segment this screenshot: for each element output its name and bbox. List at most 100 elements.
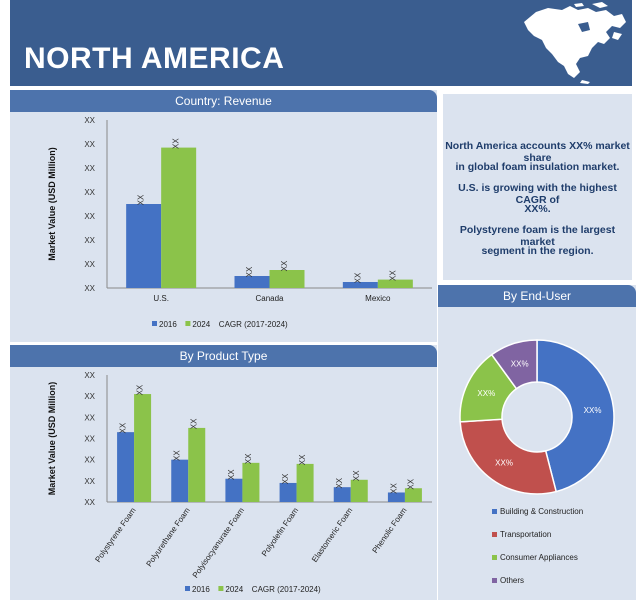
x-tick-label: Mexico	[365, 294, 391, 303]
y-tick-label: XX	[84, 456, 95, 465]
y-tick-label: XX	[84, 284, 95, 293]
data-label: XX	[406, 478, 415, 489]
bar-2016	[342, 282, 378, 288]
legend-label: Transportation	[500, 530, 551, 539]
x-tick-label: Elastomeric Foam	[310, 506, 355, 564]
summary-line: U.S. is growing with the highest CAGR of	[458, 182, 617, 206]
legend-swatch	[185, 321, 191, 326]
bar-2024	[242, 462, 260, 502]
bar-2016	[225, 478, 243, 502]
product-type-title: By Product Type	[10, 345, 437, 367]
legend-swatch	[492, 532, 497, 537]
end-user-title: By End-User	[438, 285, 636, 307]
y-tick-label: XX	[84, 164, 95, 173]
slice-label: XX%	[584, 406, 602, 415]
data-label: XX	[281, 473, 290, 484]
x-tick-label: Polyisocyanurate Foam	[191, 506, 247, 580]
bar-2024	[377, 279, 413, 288]
y-tick-label: XX	[84, 413, 95, 422]
y-tick-label: XX	[84, 392, 95, 401]
data-label: XX	[244, 453, 253, 464]
y-tick-label: XX	[84, 371, 95, 380]
data-label: XX	[245, 266, 254, 277]
country-revenue-title: Country: Revenue	[10, 90, 437, 112]
data-label: XX	[137, 194, 146, 205]
x-tick-label: Polyolefin Foam	[260, 506, 300, 558]
product-type-chart: XX XX XX XX XX XX XX Market Value (USD Million)…	[47, 371, 432, 594]
legend-label: 2024	[192, 320, 210, 329]
legend-swatch	[185, 586, 190, 591]
data-label: XX	[173, 450, 182, 461]
legend-swatch	[492, 509, 497, 514]
bar-2016	[234, 276, 270, 288]
bar-2016	[333, 487, 351, 502]
x-tick-label: Polystyrene Foam	[93, 506, 138, 564]
summary-box: North America accounts XX% market share …	[443, 94, 632, 280]
summary-line: North America accounts XX% market share	[445, 140, 630, 164]
bar-2024	[296, 463, 314, 502]
legend-label: 2016	[159, 320, 177, 329]
summary-line: segment in the region.	[481, 245, 594, 257]
y-tick-label: XX	[84, 260, 95, 269]
data-label: XX	[353, 272, 362, 283]
bar-2016	[387, 492, 405, 502]
data-label: XX	[298, 454, 307, 465]
data-label: XX	[280, 260, 289, 271]
legend-swatch	[492, 578, 497, 583]
y-tick-label: XX	[84, 212, 95, 221]
legend-swatch	[492, 555, 497, 560]
data-label: XX	[119, 422, 128, 433]
data-label: XX	[190, 418, 199, 429]
data-label: XX	[388, 270, 397, 281]
country-revenue-chart: XX XX XX XX XX XX XX XX Market Value (USD Millio…	[47, 116, 432, 329]
data-label: XX	[335, 477, 344, 488]
legend-label: CAGR (2017-2024)	[219, 320, 288, 329]
y-tick-label: XX	[84, 140, 95, 149]
north-america-map-icon	[524, 2, 626, 84]
header-banner: NORTH AMERICA	[10, 0, 632, 86]
x-tick-label: U.S.	[153, 294, 169, 303]
page-title: NORTH AMERICA	[24, 42, 285, 75]
data-label: XX	[389, 482, 398, 493]
bar-2024	[404, 488, 422, 502]
legend-label: Building & Construction	[500, 507, 583, 516]
pie-slice-1	[459, 418, 558, 495]
bar-2024	[188, 427, 206, 502]
data-label: XX	[172, 138, 181, 149]
product-type-panel	[10, 345, 437, 600]
legend-label: 2016	[192, 585, 210, 594]
y-tick-label: XX	[84, 435, 95, 444]
y-tick-label: XX	[84, 188, 95, 197]
x-tick-label: Phenolic Foam	[371, 506, 409, 555]
x-tick-label: Canada	[255, 294, 284, 303]
legend-label: Others	[500, 576, 524, 585]
data-label: XX	[352, 470, 361, 481]
legend-swatch	[152, 321, 157, 326]
y-axis-title: Market Value (USD Million)	[47, 382, 57, 496]
data-label: XX	[136, 384, 145, 395]
y-tick-label: XX	[84, 116, 95, 125]
bar-2016	[171, 459, 189, 502]
bar-2024	[350, 479, 368, 502]
data-label: XX	[227, 469, 236, 480]
legend-swatch	[218, 586, 224, 591]
slice-label: XX%	[511, 360, 529, 369]
bar-2016	[279, 482, 297, 502]
legend-label: Consumer Appliances	[500, 553, 578, 562]
bar-2016	[117, 432, 135, 502]
y-tick-label: XX	[84, 477, 95, 486]
bar-2024	[269, 270, 305, 288]
bar-2016	[126, 204, 162, 288]
legend-label: 2024	[225, 585, 243, 594]
bar-2024	[161, 147, 197, 288]
pie-slice-3	[490, 339, 538, 390]
end-user-chart: XX% XX% XX% XX% Building & Construction Trans…	[459, 339, 615, 585]
summary-line: XX%.	[524, 203, 551, 215]
y-axis-title: Market Value (USD Million)	[47, 147, 57, 261]
slice-label: XX%	[477, 389, 495, 398]
summary-line: Polystyrene foam is the largest market	[459, 224, 616, 248]
bar-2024	[134, 394, 152, 502]
summary-line: in global foam insulation market.	[455, 161, 620, 173]
pie-slice-0	[536, 339, 615, 493]
